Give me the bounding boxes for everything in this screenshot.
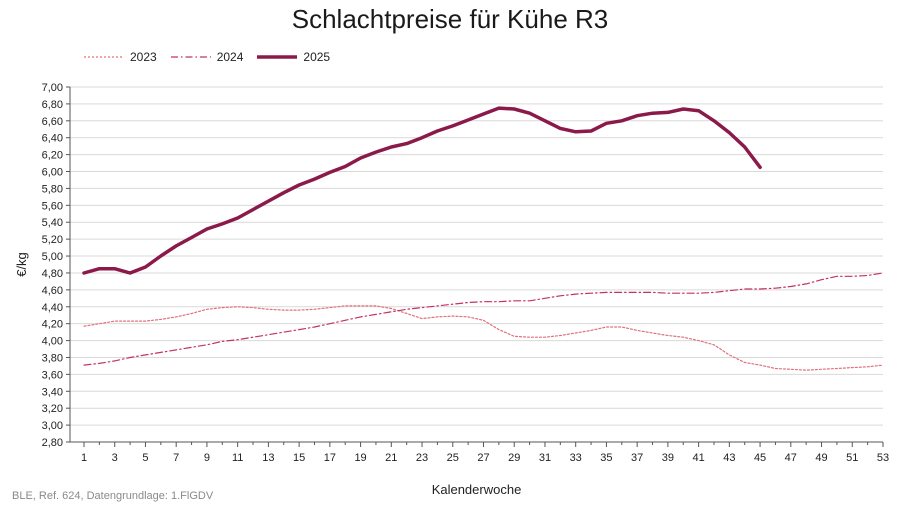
y-tick-label: 3,20 — [42, 403, 63, 415]
x-tick-label: 47 — [785, 452, 797, 464]
x-tick-label: 21 — [385, 452, 397, 464]
series-line-2023 — [83, 305, 884, 371]
x-tick-label: 23 — [416, 452, 428, 464]
legend-label-2025: 2025 — [303, 50, 331, 64]
legend-swatch-2024 — [170, 56, 211, 58]
series-line-2024 — [83, 272, 884, 366]
legend: 2023 2024 2025 — [84, 50, 330, 64]
x-tick-label: 33 — [570, 452, 582, 464]
x-tick-label: 9 — [204, 452, 210, 464]
legend-swatch-2025 — [257, 55, 298, 59]
x-tick-label: 17 — [324, 452, 336, 464]
y-tick-label: 6,80 — [42, 99, 63, 111]
y-tick-label: 4,80 — [42, 268, 63, 280]
x-tick-label: 45 — [754, 452, 766, 464]
y-tick-label: 6,60 — [42, 116, 63, 128]
y-tick-label: 4,40 — [42, 302, 63, 314]
y-tick-label: 6,20 — [42, 150, 63, 162]
y-tick-label: 5,40 — [42, 217, 63, 229]
y-tick-label: 5,00 — [42, 251, 63, 263]
chart-title: Schlachtpreise für Kühe R3 — [291, 4, 609, 34]
y-tick-label: 3,00 — [42, 420, 63, 432]
x-tick-label: 15 — [293, 452, 305, 464]
x-tick-label: 19 — [354, 452, 366, 464]
y-tick-label: 2,80 — [42, 437, 63, 449]
x-tick-label: 49 — [815, 452, 827, 464]
x-tick-label: 7 — [173, 452, 179, 464]
x-tick-label: 1 — [81, 452, 87, 464]
x-tick-label: 13 — [262, 452, 274, 464]
y-tick-label: 4,20 — [42, 319, 63, 331]
y-tick-label: 6,40 — [42, 133, 63, 145]
y-tick-label: 5,20 — [42, 234, 63, 246]
legend-swatch-2023 — [84, 56, 124, 58]
x-tick-label: 31 — [539, 452, 551, 464]
x-tick-label: 37 — [631, 452, 643, 464]
y-tick-label: 4,00 — [42, 336, 63, 348]
x-tick-label: 3 — [112, 452, 118, 464]
x-tick-label: 29 — [508, 452, 520, 464]
y-tick-label: 3,40 — [42, 386, 63, 398]
x-tick-label: 53 — [877, 452, 889, 464]
series-line-2025 — [82, 106, 762, 275]
x-tick-label: 41 — [692, 452, 704, 464]
y-tick-label: 3,80 — [42, 352, 63, 364]
x-tick-label: 43 — [723, 452, 735, 464]
x-tick-label: 25 — [447, 452, 459, 464]
legend-label-2023: 2023 — [130, 50, 157, 64]
x-tick-label: 35 — [600, 452, 612, 464]
x-tick-label: 11 — [232, 452, 243, 464]
x-tick-label: 51 — [846, 452, 858, 464]
x-axis-label: Kalenderwoche — [432, 482, 522, 497]
y-tick-label: 5,80 — [42, 183, 63, 195]
legend-item-2023: 2023 — [84, 50, 157, 64]
legend-label-2024: 2024 — [216, 50, 244, 64]
x-tick-label: 5 — [142, 452, 148, 464]
x-tick-label: 39 — [662, 452, 674, 464]
source-note: BLE, Ref. 624, Datengrundlage: 1.FlGDV — [12, 490, 214, 502]
y-axis-label: €/kg — [14, 252, 29, 277]
y-tick-label: 4,60 — [42, 285, 63, 297]
y-tick-label: 7,00 — [42, 82, 63, 94]
y-tick-label: 3,60 — [42, 369, 63, 381]
y-tick-label: 5,60 — [42, 200, 63, 212]
legend-item-2024: 2024 — [170, 50, 244, 64]
legend-item-2025: 2025 — [257, 50, 330, 64]
y-tick-label: 6,00 — [42, 167, 63, 179]
x-tick-label: 27 — [477, 452, 489, 464]
